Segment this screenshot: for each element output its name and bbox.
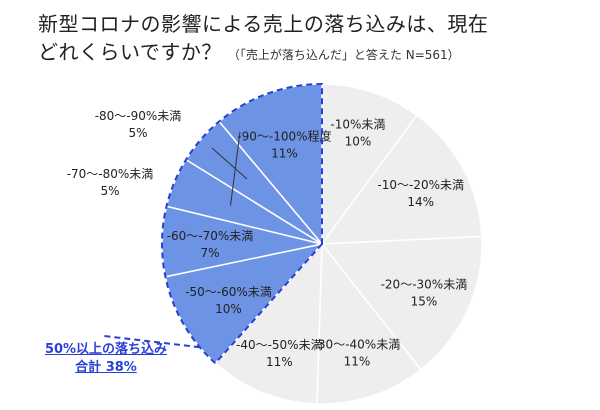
annotation-line2: 合計 38% bbox=[75, 360, 137, 375]
chart-title-line2: どれくらいですか？ （「売上が落ち込んだ」と答えた N=561） bbox=[38, 36, 460, 65]
chart-title-text-2: どれくらいですか？ bbox=[38, 40, 222, 64]
pie-slice bbox=[214, 241, 323, 405]
slice-value-label: 5% bbox=[100, 184, 119, 198]
pie-slice bbox=[321, 83, 418, 247]
slice-label: -50〜-60%未満 bbox=[185, 285, 272, 299]
slice-label: -20〜-30%未満 bbox=[381, 278, 468, 292]
slice-label: -10%未満 bbox=[330, 118, 385, 132]
pie-slice bbox=[316, 241, 422, 405]
slice-value-label: 11% bbox=[271, 147, 298, 161]
slice-value-label: 15% bbox=[411, 295, 438, 309]
slice-value-label: 14% bbox=[407, 195, 434, 209]
slice-value-label: 10% bbox=[345, 135, 372, 149]
slice-label: -30〜-40%未満 bbox=[314, 337, 401, 351]
pie-slice bbox=[320, 235, 483, 371]
slice-value-label: 11% bbox=[266, 355, 293, 369]
slice-value-label: 10% bbox=[215, 302, 242, 316]
pie-slice bbox=[320, 114, 483, 245]
slice-label: -70〜-80%未満 bbox=[67, 167, 154, 181]
annotation-connector bbox=[103, 335, 200, 349]
slice-value-label: 7% bbox=[200, 246, 219, 260]
annotation-line1: 50%以上の落ち込み bbox=[44, 342, 168, 357]
slice-label: -40〜-50%未満 bbox=[236, 338, 323, 352]
highlight-outline bbox=[161, 82, 323, 365]
chart-subtitle: （「売上が落ち込んだ」と答えた N=561） bbox=[227, 48, 460, 62]
slice-label: -80〜-90%未満 bbox=[95, 109, 182, 123]
slice-value-label: 11% bbox=[344, 354, 371, 368]
chart-title-line1: 新型コロナの影響による売上の落ち込みは、現在 bbox=[38, 12, 489, 36]
leader-line bbox=[211, 147, 248, 180]
slice-label: -90〜-100%程度 bbox=[237, 129, 331, 144]
slice-label: -60〜-70%未満 bbox=[167, 229, 254, 243]
slice-label: -10〜-20%未満 bbox=[377, 178, 464, 192]
slice-value-label: 5% bbox=[128, 126, 147, 140]
